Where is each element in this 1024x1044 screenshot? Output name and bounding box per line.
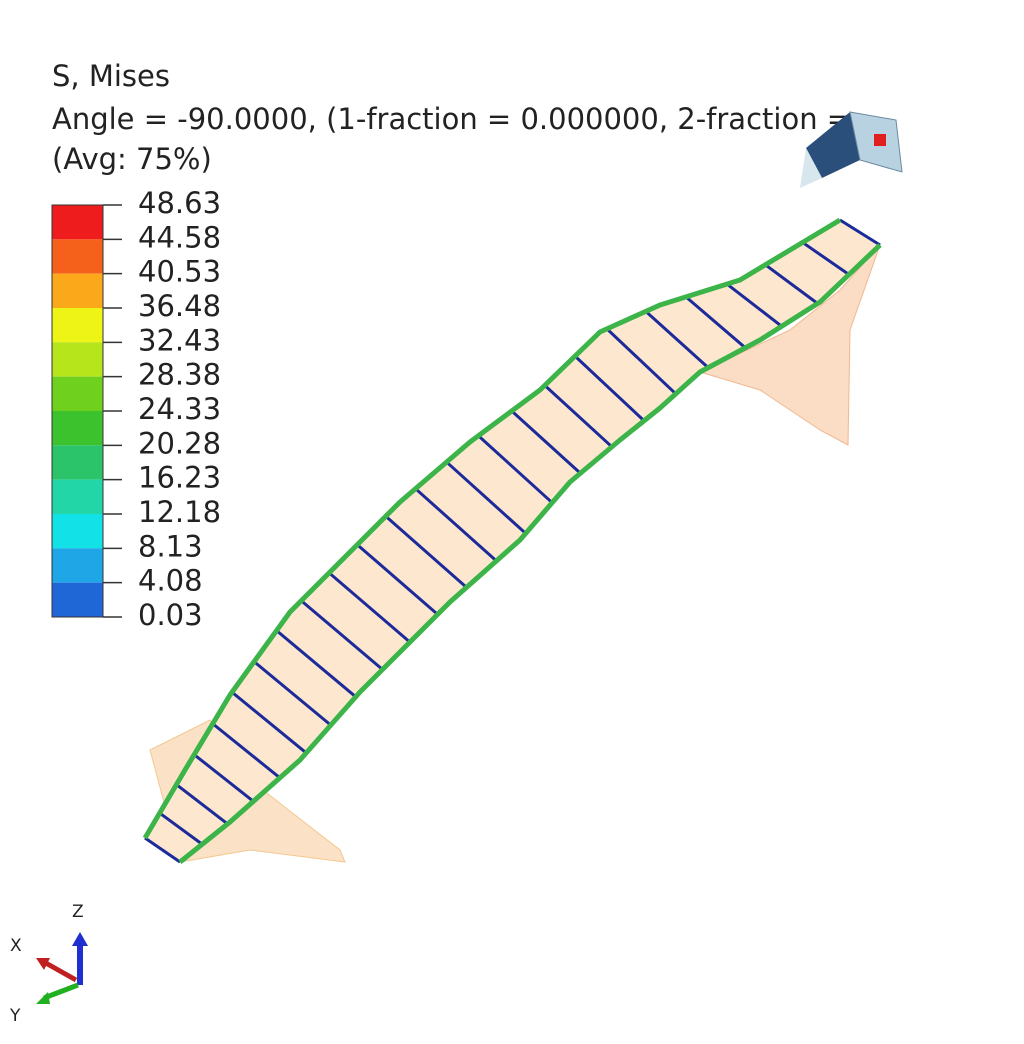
triad-y-label: Y	[9, 1006, 21, 1026]
frame-info: Angle = -90.0000, (1-fraction = 0.000000…	[52, 102, 851, 136]
legend-label: 24.33	[138, 392, 221, 426]
legend-label: 44.58	[138, 220, 221, 254]
legend-band	[52, 445, 103, 480]
legend-band	[52, 239, 103, 274]
rung	[384, 515, 468, 589]
legend-band	[52, 273, 103, 308]
cube-marker	[874, 134, 886, 146]
cube-face	[800, 148, 822, 188]
legend-band	[52, 548, 103, 583]
triad-x-label: X	[10, 936, 22, 956]
rung	[477, 434, 554, 504]
legend-band	[52, 479, 103, 514]
rung	[356, 543, 439, 616]
rung	[253, 660, 332, 727]
rung	[175, 783, 229, 826]
edge	[178, 243, 882, 864]
arrow	[36, 958, 50, 970]
legend-label: 0.03	[138, 598, 203, 632]
rung	[605, 327, 677, 395]
legend-label: 20.28	[138, 426, 221, 460]
rung	[328, 571, 411, 644]
arrow	[72, 932, 88, 946]
axis-x	[42, 959, 78, 983]
averaging-info: (Avg: 75%)	[52, 142, 212, 176]
rung	[726, 282, 783, 328]
rung	[231, 691, 308, 755]
rung	[543, 384, 613, 448]
legend-band	[52, 411, 103, 446]
rung	[445, 460, 527, 535]
arrow	[36, 992, 50, 1004]
legend-band	[52, 582, 103, 617]
legend-band	[52, 308, 103, 343]
legend-label: 16.23	[138, 461, 221, 495]
variable-title: S, Mises	[52, 59, 170, 93]
legend-band	[52, 376, 103, 411]
rung	[275, 629, 357, 698]
legend-label: 8.13	[138, 529, 203, 563]
legend-band	[52, 205, 103, 240]
flare	[698, 244, 881, 446]
axis-y	[43, 982, 79, 1001]
legend-band	[52, 514, 103, 549]
legend-label: 36.48	[138, 289, 221, 323]
legend-label: 4.08	[138, 564, 203, 598]
legend-label: 40.53	[138, 255, 221, 289]
rung	[144, 836, 181, 864]
rung	[193, 753, 255, 803]
rung	[211, 722, 281, 779]
model	[142, 217, 882, 864]
rung	[510, 409, 582, 475]
legend-label: 32.43	[138, 323, 221, 357]
rung	[644, 310, 710, 369]
legend-label: 28.38	[138, 358, 221, 392]
cube-face	[806, 112, 860, 178]
triad-z-label: Z	[72, 902, 84, 922]
deck	[145, 220, 880, 862]
edge	[142, 217, 842, 840]
legend: 48.6344.5840.5336.4832.4328.3824.3320.28…	[51, 186, 221, 632]
legend-label: 12.18	[138, 495, 221, 529]
legend-label: 48.63	[138, 186, 221, 220]
triad: X Y Z	[9, 902, 88, 1026]
rung	[839, 218, 881, 247]
rung	[573, 355, 646, 422]
rung	[801, 241, 850, 276]
rung	[300, 599, 384, 671]
rung	[158, 811, 204, 846]
rung	[684, 295, 747, 349]
view-cube[interactable]	[800, 111, 903, 188]
rung	[764, 263, 819, 305]
rung	[414, 487, 498, 563]
legend-band	[52, 342, 103, 377]
